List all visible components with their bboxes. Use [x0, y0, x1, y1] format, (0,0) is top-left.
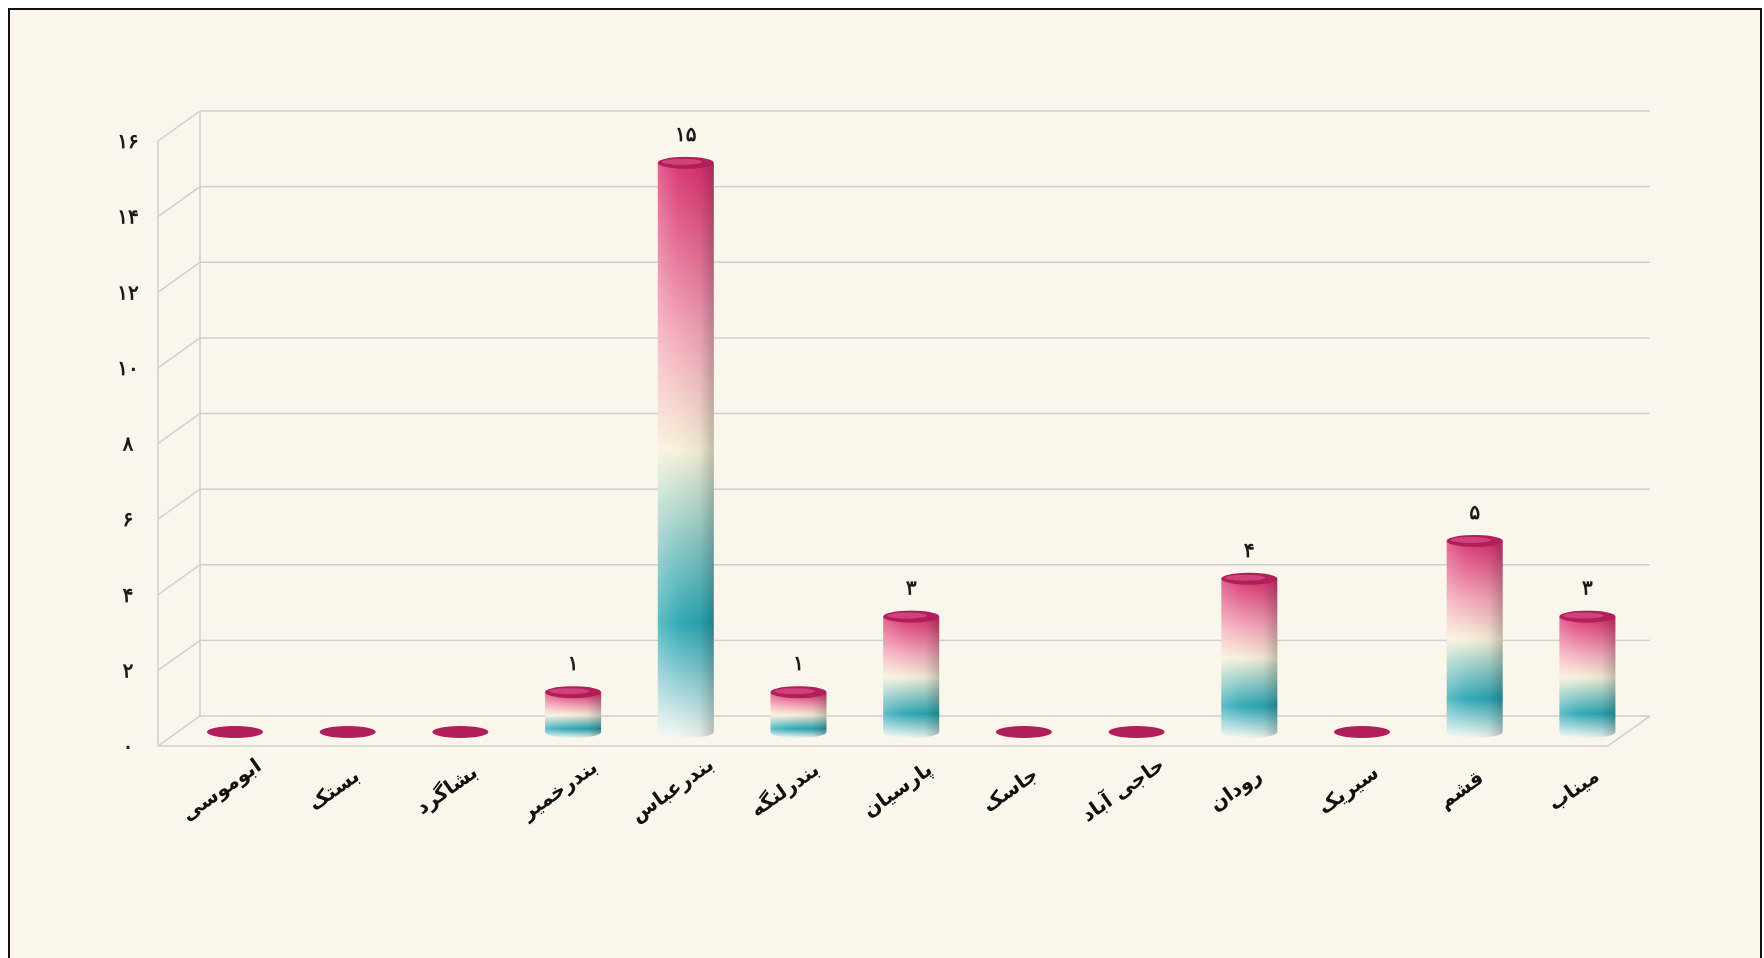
bar: [657, 156, 714, 738]
x-tick-label: جاسک: [978, 762, 1043, 817]
gridline-diagonal: [157, 715, 201, 747]
bar: [1446, 534, 1503, 738]
data-label: ۳: [1582, 576, 1593, 600]
x-tick-label: بندرعباس: [626, 752, 718, 827]
bar-top-highlight: [1450, 536, 1491, 543]
x-tick-label: حاجی آباد: [1076, 751, 1169, 826]
y-tick-label: ۲: [123, 658, 134, 682]
data-label: ۳: [906, 576, 917, 600]
bars: [207, 156, 1616, 738]
x-tick-label: میناب: [1543, 763, 1603, 815]
gridline-diagonal: [157, 639, 201, 671]
x-tick-label: بستک: [304, 763, 364, 815]
y-tick-label: ۱۰: [117, 356, 138, 380]
bar-zero: [207, 726, 263, 738]
y-tick-label: ۸: [122, 432, 134, 456]
x-tick-label: پارسیان: [858, 757, 937, 823]
bar-top-highlight: [661, 158, 702, 165]
bar-shade: [883, 616, 940, 738]
bar-zero: [319, 726, 376, 738]
x-tick-label: بشاگرد: [411, 759, 482, 819]
bar-zero: [1334, 726, 1390, 738]
bar-top-highlight: [549, 688, 590, 695]
y-tick-label: ۱۲: [117, 280, 139, 304]
bar-top-highlight: [887, 612, 928, 619]
chart-frame: [8, 8, 1762, 958]
x-tick-label: بندرخمیر: [516, 754, 602, 824]
data-label: ۵: [1469, 500, 1480, 524]
bar-zero: [1108, 726, 1165, 738]
gridline-diagonal: [157, 110, 201, 142]
bar-shade: [1221, 578, 1278, 738]
bar-shade: [545, 692, 602, 738]
bar: [1559, 610, 1616, 738]
x-tick-label: ابوموسی: [177, 753, 266, 825]
gridline-diagonal: [157, 488, 201, 520]
data-label: ۱: [568, 651, 579, 675]
gridline-diagonal: [157, 412, 201, 445]
bar: [883, 610, 940, 738]
bar: [770, 686, 827, 738]
data-label: ۱: [793, 651, 804, 675]
y-tick-label: ۱۶: [117, 129, 138, 153]
data-label: ۱۵: [675, 122, 697, 146]
x-tick-label: قشم: [1434, 765, 1488, 813]
bar-shade: [770, 692, 827, 738]
bar-zero: [995, 726, 1052, 738]
floor-edge: [1607, 715, 1651, 747]
bar-top-highlight: [1563, 612, 1604, 619]
y-tick-label: ۶: [123, 507, 134, 531]
data-label: ۴: [1244, 538, 1255, 562]
bar-top-highlight: [1225, 574, 1266, 581]
bar-shade: [1446, 540, 1503, 738]
bar-shade: [1559, 616, 1616, 738]
gridline-diagonal: [157, 564, 201, 596]
x-tick-label: سیریک: [1313, 760, 1383, 819]
bar-top-highlight: [774, 688, 815, 695]
y-tick-label: ۰: [123, 734, 134, 758]
x-tick-label: رودان: [1205, 763, 1266, 816]
bar: [545, 686, 602, 738]
bar: [1221, 572, 1278, 738]
gridline-diagonal: [157, 261, 201, 293]
bar-shade: [657, 162, 714, 738]
y-tick-label: ۴: [123, 583, 134, 607]
gridline-diagonal: [157, 186, 201, 218]
gridline-diagonal: [157, 337, 201, 369]
y-tick-label: ۱۴: [117, 205, 138, 229]
x-tick-label: بندرلنگه: [746, 757, 824, 822]
bar-zero: [432, 726, 489, 738]
